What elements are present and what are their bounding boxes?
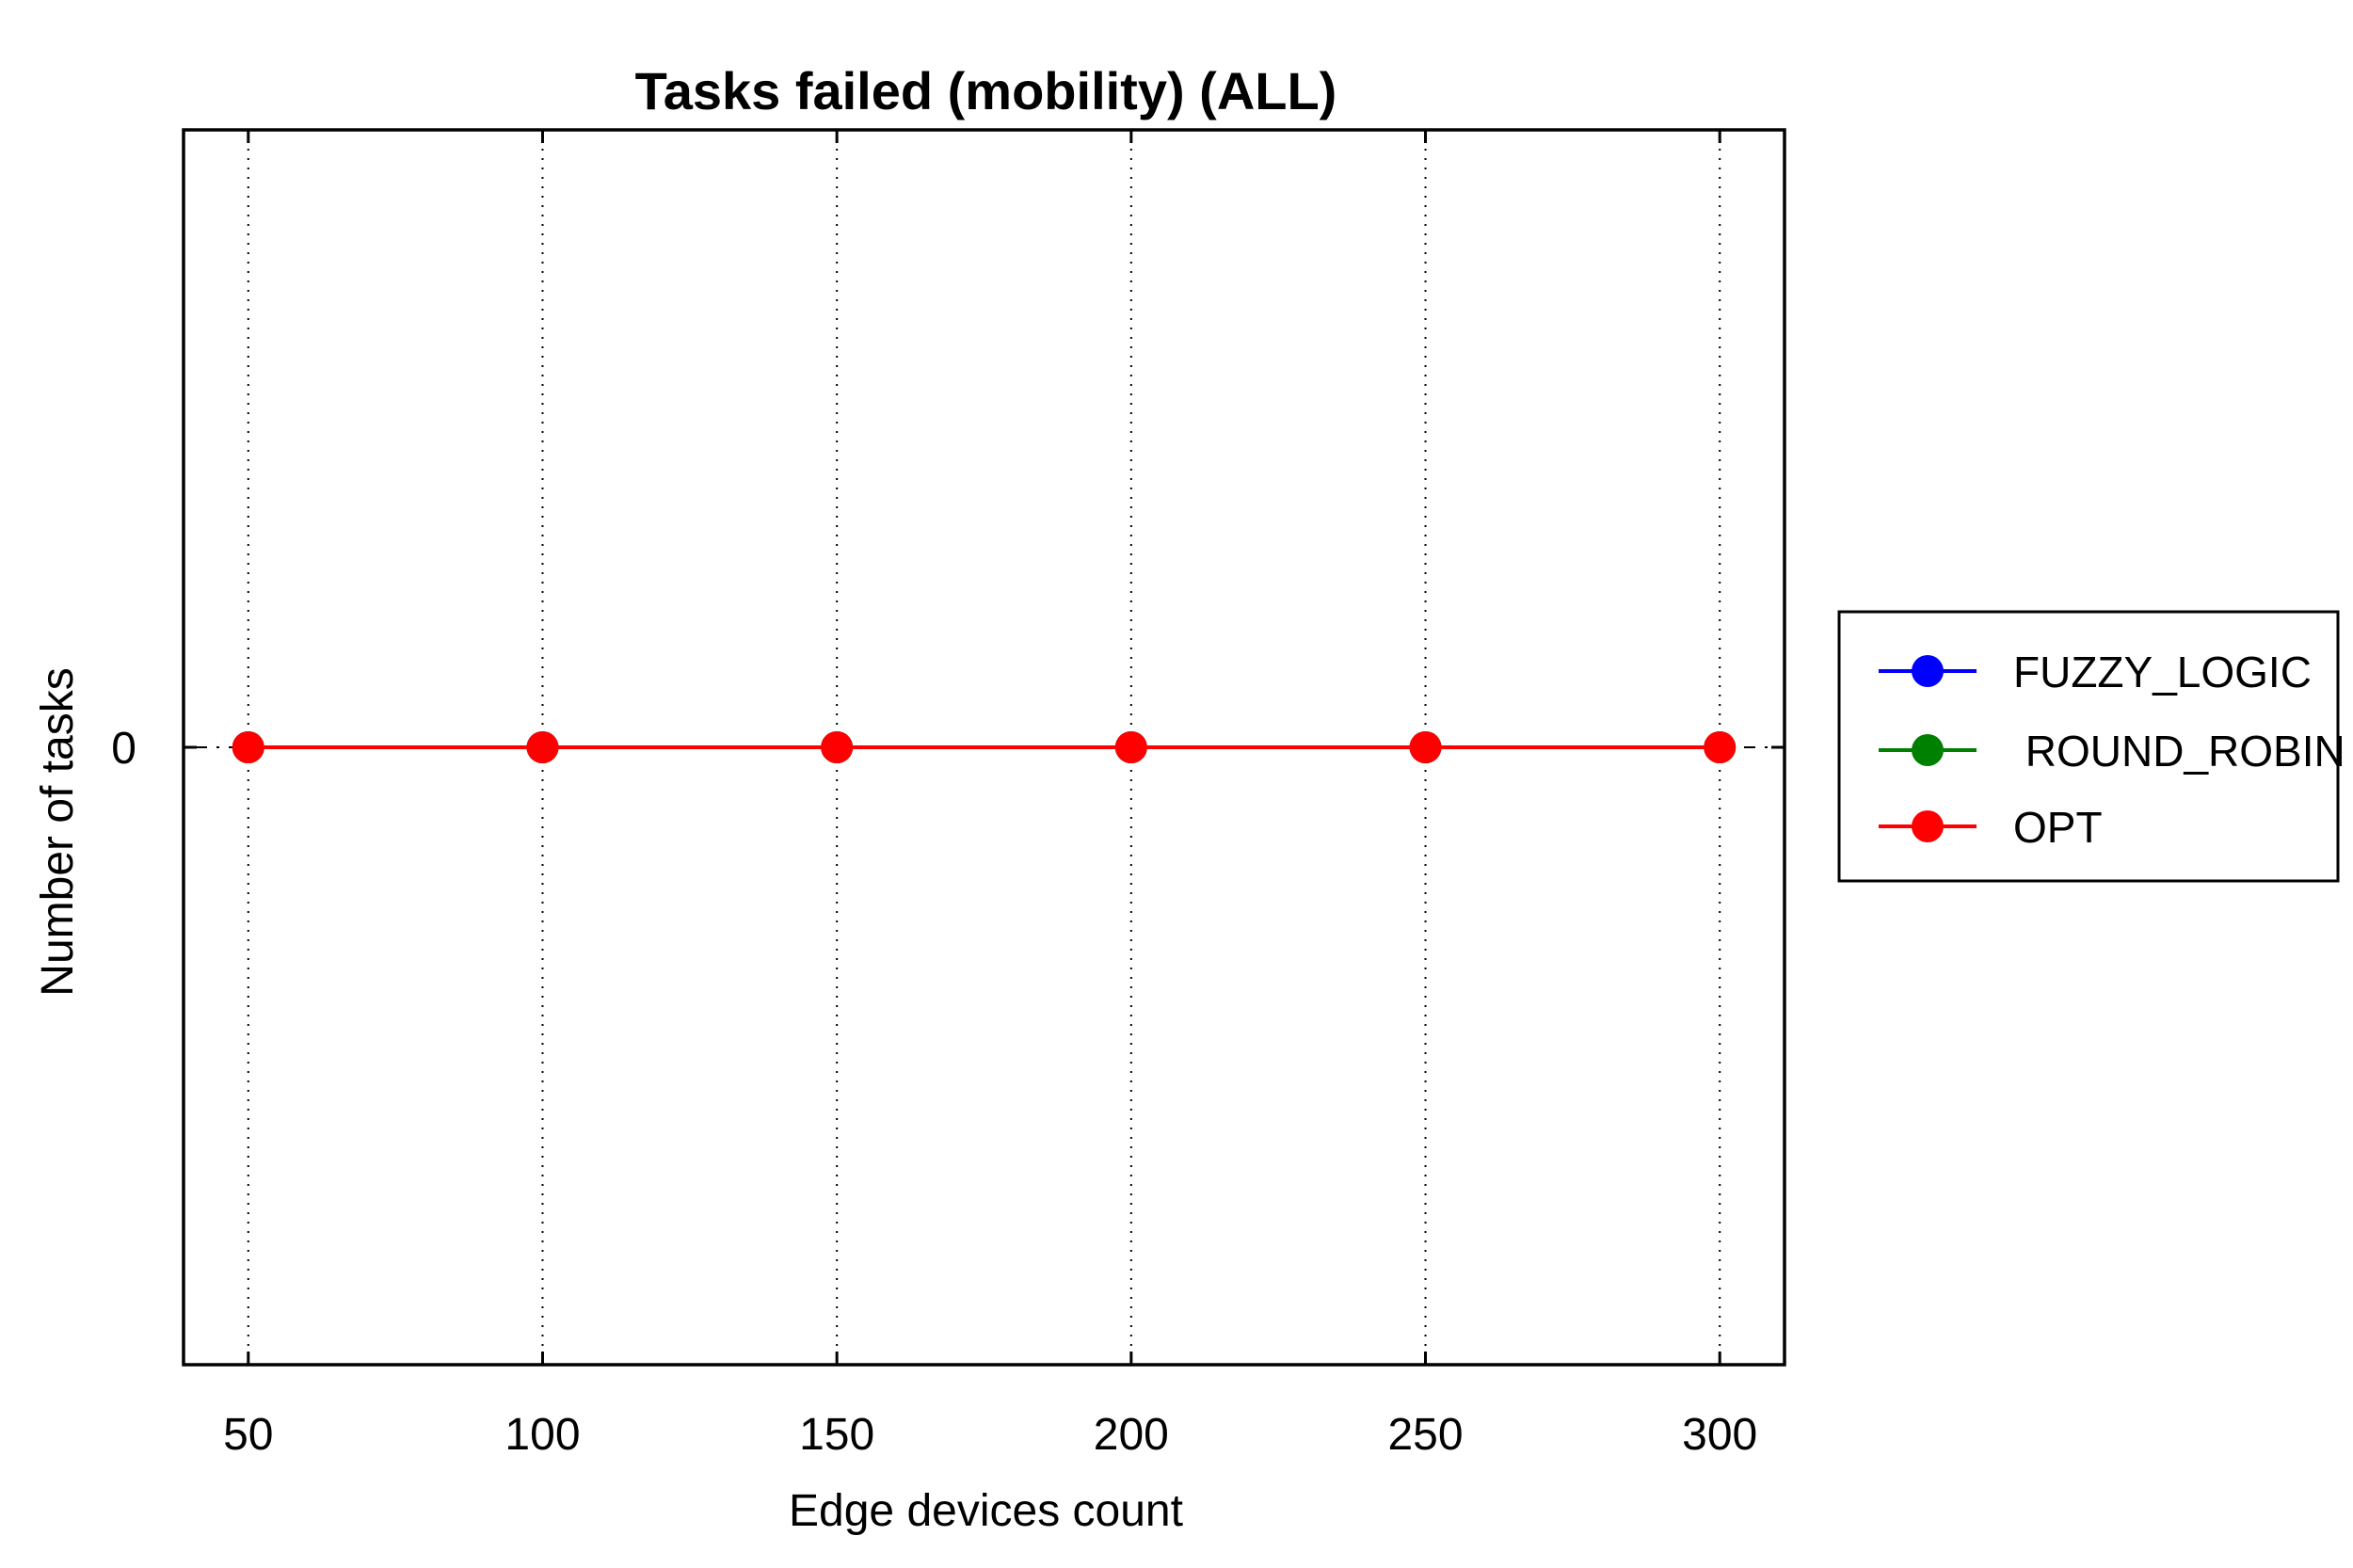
data-point: [821, 731, 854, 763]
x-axis-label: Edge devices count: [789, 1486, 1183, 1536]
x-tick-label: 250: [1387, 1410, 1463, 1460]
data-point: [1704, 731, 1737, 763]
legend-marker: [1912, 655, 1944, 687]
legend-label: FUZZY_LOGIC: [2013, 648, 2312, 696]
x-tick-label: 150: [799, 1410, 874, 1460]
x-tick-label: 50: [223, 1410, 273, 1460]
legend: FUZZY_LOGIC ROUND_ROBIN OPT: [1837, 610, 2345, 883]
y-tick-label: 0: [111, 724, 136, 774]
legend-marker: [1912, 810, 1944, 842]
legend-label: ROUND_ROBIN: [2013, 727, 2345, 776]
x-tick-label: 200: [1094, 1410, 1169, 1460]
data-point: [1114, 731, 1147, 763]
chart-title: Tasks failed (mobility) (ALL): [635, 61, 1337, 120]
x-tick-label: 100: [504, 1410, 580, 1460]
legend-marker: [1912, 734, 1944, 766]
data-point: [1409, 731, 1442, 763]
series-lines: [232, 731, 1737, 763]
data-point: [526, 731, 559, 763]
legend-label: OPT: [2013, 803, 2103, 852]
y-axis-label: Number of tasks: [33, 667, 83, 996]
data-point: [232, 731, 264, 763]
axis-ticks: 50 100 150 200 250 300 0: [111, 130, 1785, 1460]
x-tick-label: 300: [1682, 1410, 1757, 1460]
